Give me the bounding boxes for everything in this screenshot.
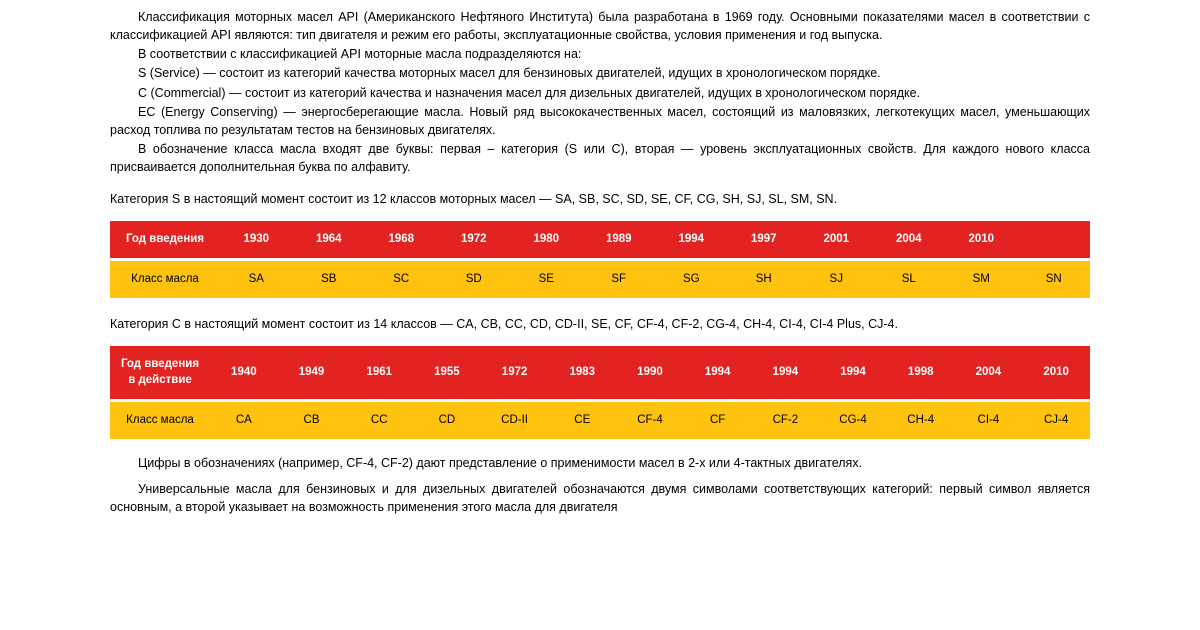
footer-paragraphs: Цифры в обозначениях (например, CF-4, CF… [110,454,1090,516]
table-cell: CB [278,402,346,439]
table-cell: CF [684,402,752,439]
body-paragraph: Классификация моторных масел API (Америк… [110,8,1090,44]
table-header-cell: 1961 [345,346,413,399]
table-row: Класс маслаSASBSCSDSESFSGSHSJSLSMSN [110,261,1090,298]
table-cell: CD-II [481,402,549,439]
table-header-cell: 2010 [1022,346,1090,399]
table-cell: SM [945,261,1018,298]
table-row-label: Класс масла [110,402,210,439]
body-paragraph: S (Service) — состоит из категорий качес… [110,64,1090,82]
table-header-cell: 2004 [955,346,1023,399]
body-paragraph: EC (Energy Conserving) — энергосберегающ… [110,103,1090,139]
intro-paragraphs: Классификация моторных масел API (Америк… [110,8,1090,176]
table-cell: SH [728,261,801,298]
table-cell: SC [365,261,438,298]
table-cell: CA [210,402,278,439]
body-paragraph: В обозначение класса масла входят две бу… [110,140,1090,176]
table-header-cell: 1998 [887,346,955,399]
table-header-cell: 1930 [220,221,293,258]
table-header-cell: 1994 [819,346,887,399]
table-cell: CI-4 [955,402,1023,439]
table-row: Класс маслаCACBCCCDCD-IICECF-4CFCF-2CG-4… [110,402,1090,439]
category-s-table: Год введения1930196419681972198019891994… [110,218,1090,300]
table-cell: CH-4 [887,402,955,439]
table-header-cell: 1989 [583,221,656,258]
table-cell: CF-2 [752,402,820,439]
table-header-cell: 1949 [278,346,346,399]
table-cell: SB [293,261,366,298]
table-header-cell: 1972 [438,221,511,258]
table-header-cell [1018,221,1091,258]
table-header-row: Год введения в действие19401949196119551… [110,346,1090,399]
table-header-cell: 1968 [365,221,438,258]
table-header-cell: 1994 [655,221,728,258]
table-cell: SF [583,261,656,298]
table-cell: SE [510,261,583,298]
table-row-label: Класс масла [110,261,220,298]
table-cell: CD [413,402,481,439]
table-cell: CE [548,402,616,439]
table-header-label: Год введения [110,221,220,258]
table-header-cell: 2010 [945,221,1018,258]
category-c-table: Год введения в действие19401949196119551… [110,343,1090,442]
table-header-cell: 1994 [752,346,820,399]
table-cell: SN [1018,261,1091,298]
table-cell: SD [438,261,511,298]
table-header-cell: 1983 [548,346,616,399]
table-header-cell: 1955 [413,346,481,399]
body-paragraph: В соответствии с классификацией API мото… [110,45,1090,63]
table-header-cell: 2004 [873,221,946,258]
table-cell: CG-4 [819,402,887,439]
table-header-cell: 1994 [684,346,752,399]
table-cell: CF-4 [616,402,684,439]
table-header-cell: 1980 [510,221,583,258]
body-paragraph: C (Commercial) — состоит из категорий ка… [110,84,1090,102]
category-c-subhead: Категория C в настоящий момент состоит и… [110,315,1090,333]
footer-paragraph: Универсальные масла для бензиновых и для… [110,480,1090,516]
table-header-row: Год введения1930196419681972198019891994… [110,221,1090,258]
table-header-cell: 1997 [728,221,801,258]
category-s-subhead: Категория S в настоящий момент состоит и… [110,190,1090,208]
table-cell: CJ-4 [1022,402,1090,439]
table-header-cell: 1964 [293,221,366,258]
table-cell: SA [220,261,293,298]
table-header-cell: 1972 [481,346,549,399]
table-header-cell: 2001 [800,221,873,258]
table-cell: CC [345,402,413,439]
table-header-cell: 1940 [210,346,278,399]
footer-paragraph: Цифры в обозначениях (например, CF-4, CF… [110,454,1090,472]
table-cell: SL [873,261,946,298]
table-cell: SJ [800,261,873,298]
table-header-label: Год введения в действие [110,346,210,399]
table-header-cell: 1990 [616,346,684,399]
table-cell: SG [655,261,728,298]
